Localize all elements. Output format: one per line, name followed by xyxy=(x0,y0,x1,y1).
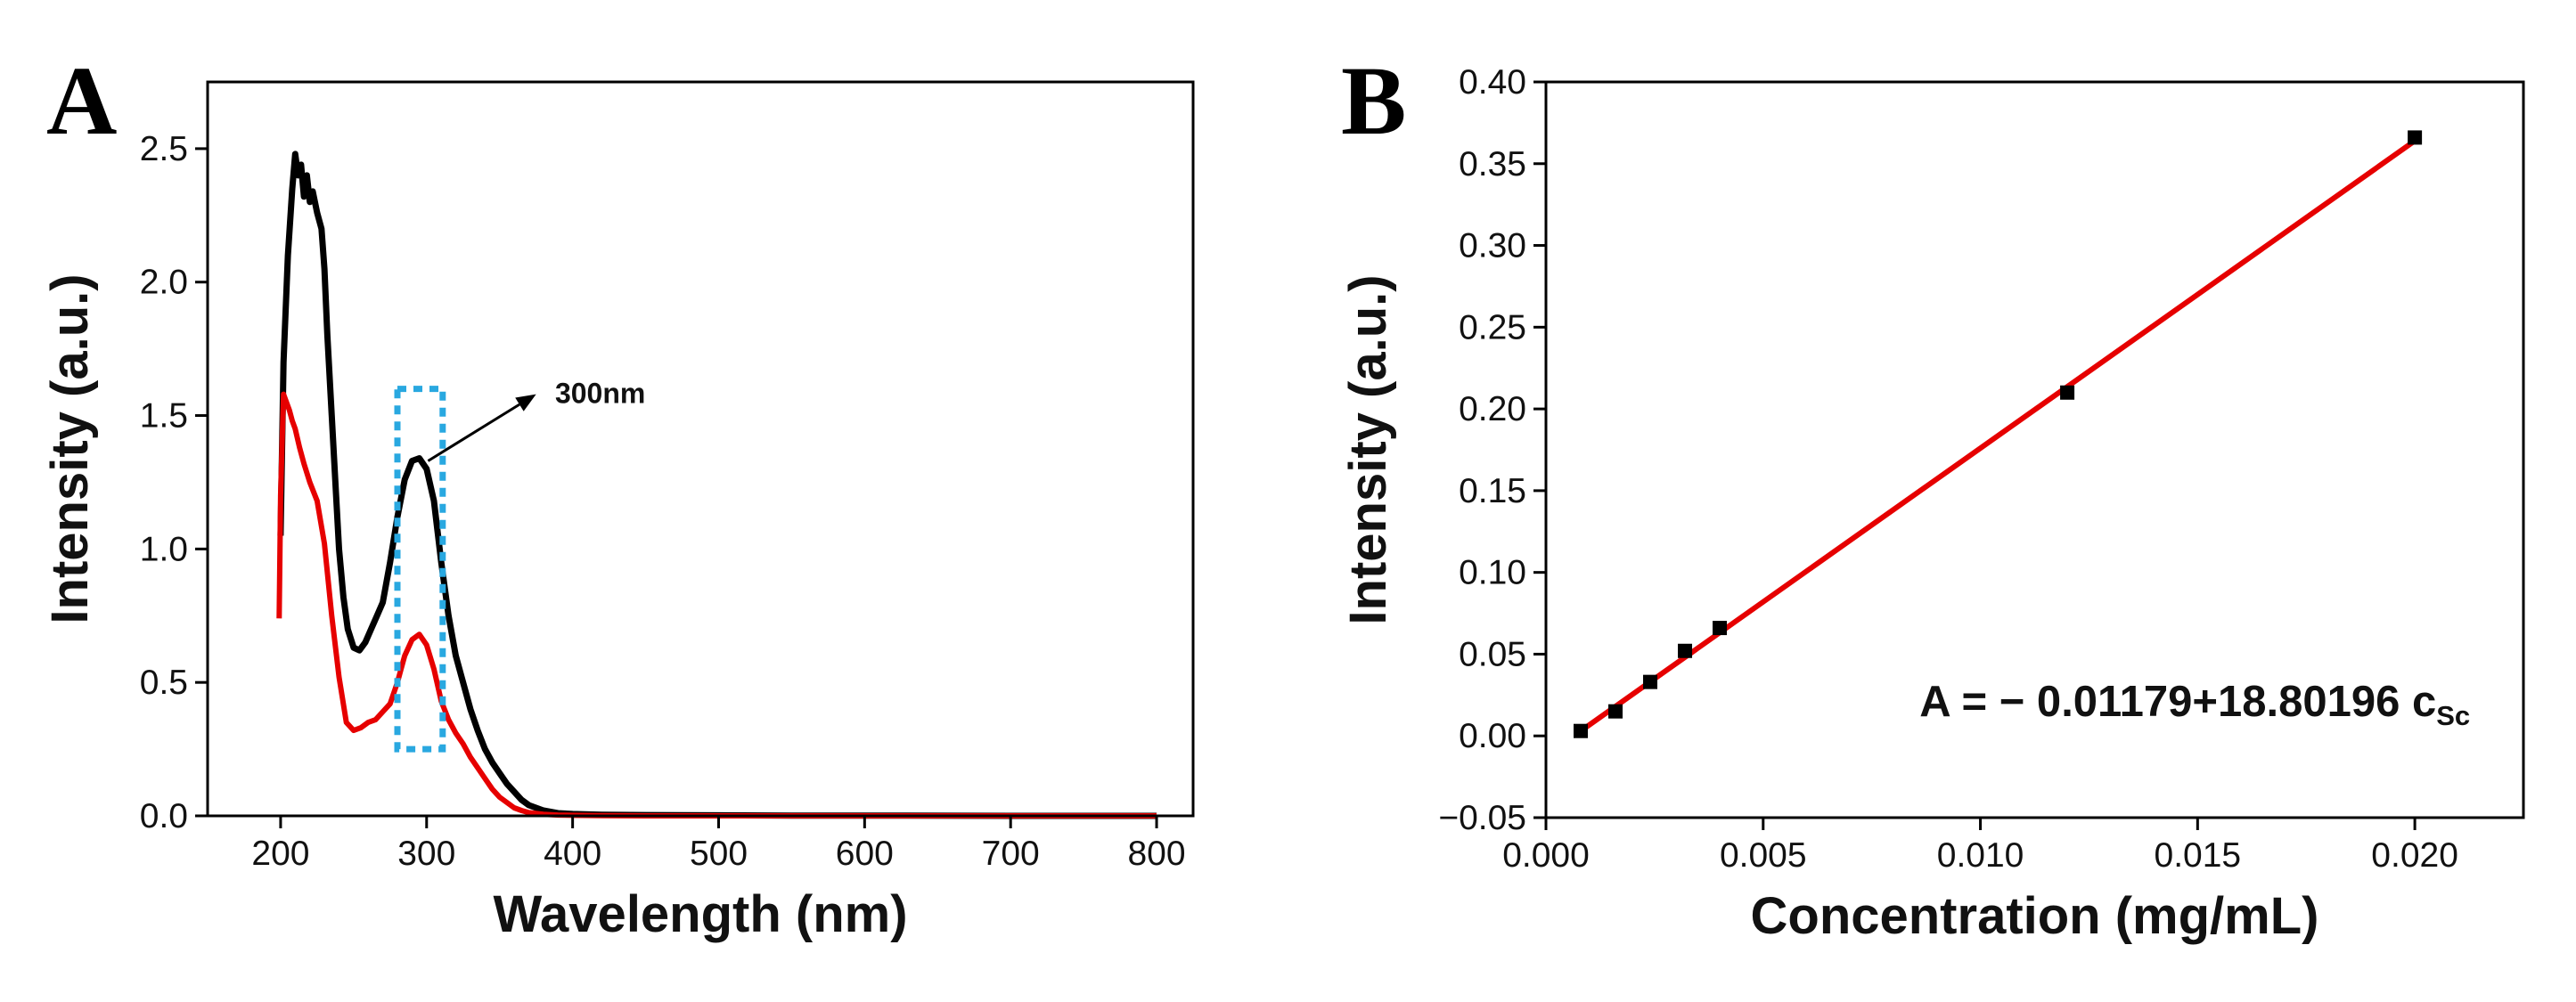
annotation-arrow xyxy=(427,403,520,462)
b-y-tick-label: 0.30 xyxy=(1459,227,1526,265)
b-x-tick-label: 0.010 xyxy=(1937,836,2024,875)
panel-a-plot-frame xyxy=(206,80,1195,818)
annotation-arrowhead xyxy=(515,394,536,411)
fit-equation-main: A = − 0.01179+18.80196 c xyxy=(1919,678,2436,726)
panel-b-y-ticks: −0.05 0.00 0.05 0.10 0.15 0.20 0.25 0.30 0.35 0.4… xyxy=(1438,63,1546,837)
panel-a-chart: A 300nm 200 300 400 500 600 700 800 0.0 0.5 1.0 1… xyxy=(41,46,1195,943)
panel-b-chart: B A = − 0.01179+18.80196 cSc 0.000 0.005 0… xyxy=(1339,46,2525,945)
a-y-tick-label: 2.0 xyxy=(140,264,188,302)
panel-b-x-ticks: 0.000 0.005 0.010 0.015 0.020 xyxy=(1502,818,2458,875)
panel-b-data-point xyxy=(1608,704,1623,719)
panel-b-data-point xyxy=(1713,621,1728,636)
b-y-tick-label: 0.20 xyxy=(1459,390,1526,428)
a-x-tick-label: 200 xyxy=(251,835,309,873)
b-x-tick-label: 0.005 xyxy=(1720,836,1807,875)
panel-a-letter: A xyxy=(46,46,117,155)
panel-b-data-point xyxy=(2408,130,2423,145)
a-y-tick-label: 0.5 xyxy=(140,664,188,702)
annotation-300nm: 300nm xyxy=(427,378,645,462)
panel-b-x-axis-title: Concentration (mg/mL) xyxy=(1751,887,2319,945)
fit-equation: A = − 0.01179+18.80196 cSc xyxy=(1919,678,2470,731)
b-y-tick-label: 0.05 xyxy=(1459,635,1526,673)
b-y-tick-label: 0.35 xyxy=(1459,145,1526,183)
panel-b-plot-frame xyxy=(1544,80,2525,819)
a-x-tick-label: 500 xyxy=(690,835,748,873)
panel-a-y-axis-title: Intensity (a.u.) xyxy=(41,273,99,623)
panel-a-series-line-2 xyxy=(276,391,1157,819)
panel-b-data-point xyxy=(1678,643,1693,658)
a-y-tick-label: 1.0 xyxy=(140,530,188,568)
panel-b-data-point xyxy=(1574,723,1589,738)
a-x-tick-label: 800 xyxy=(1127,835,1185,873)
panel-a-x-axis-title: Wavelength (nm) xyxy=(493,885,907,943)
linear-fit-line xyxy=(1579,138,2417,734)
b-y-tick-label: 0.00 xyxy=(1459,717,1526,755)
panel-a-series-layer xyxy=(276,151,1157,819)
panel-b-points xyxy=(1574,130,2423,738)
b-y-tick-label: 0.15 xyxy=(1459,472,1526,510)
panel-b-data-point xyxy=(2060,385,2075,400)
a-y-tick-label: 0.0 xyxy=(140,797,188,835)
panel-b-letter: B xyxy=(1341,46,1406,155)
b-y-tick-label: 0.25 xyxy=(1459,308,1526,346)
fit-equation-subscript: Sc xyxy=(2436,700,2470,731)
panel-a-series-line-1 xyxy=(277,151,1157,819)
a-y-tick-label: 1.5 xyxy=(140,397,188,436)
b-y-tick-label: 0.10 xyxy=(1459,554,1526,592)
panel-a-x-ticks: 200 300 400 500 600 700 800 xyxy=(251,816,1186,873)
panel-b-data-point xyxy=(1643,674,1658,689)
a-y-tick-label: 2.5 xyxy=(140,130,188,168)
b-x-tick-label: 0.020 xyxy=(2371,836,2458,875)
a-x-tick-label: 300 xyxy=(397,835,455,873)
annotation-label: 300nm xyxy=(555,378,645,410)
b-y-tick-label: −0.05 xyxy=(1438,799,1526,837)
panel-b-y-axis-title: Intensity (a.u.) xyxy=(1339,274,1397,624)
panel-a-y-ticks: 0.0 0.5 1.0 1.5 2.0 2.5 xyxy=(140,130,208,835)
b-x-tick-label: 0.015 xyxy=(2155,836,2242,875)
b-x-tick-label: 0.000 xyxy=(1502,836,1590,875)
highlight-box-300nm xyxy=(394,386,446,753)
a-x-tick-label: 600 xyxy=(836,835,894,873)
a-x-tick-label: 400 xyxy=(544,835,601,873)
b-y-tick-label: 0.40 xyxy=(1459,63,1526,102)
a-x-tick-label: 700 xyxy=(982,835,1040,873)
